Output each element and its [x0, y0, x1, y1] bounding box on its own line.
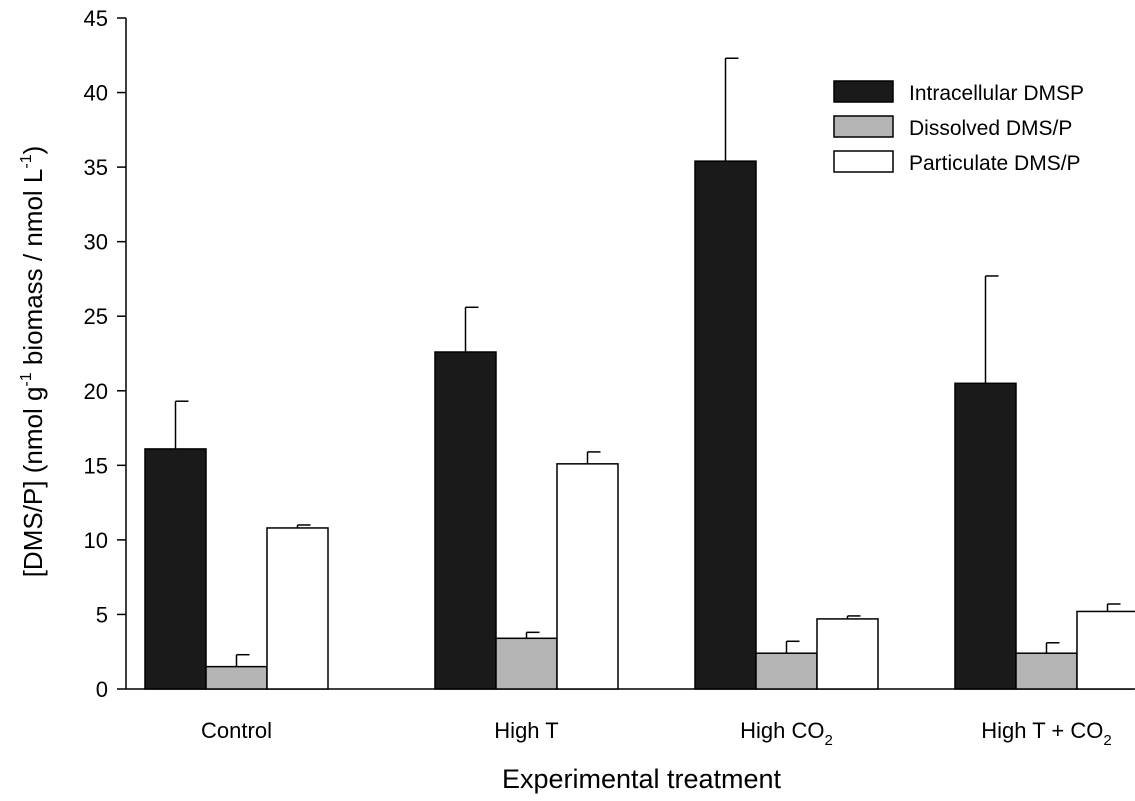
- legend: Intracellular DMSP Dissolved DMS/P Particu…: [833, 80, 1084, 175]
- legend-swatch: [833, 150, 894, 173]
- x-tick-label: Control: [201, 718, 272, 743]
- bar-group: [434, 306, 619, 690]
- y-tick-label: 30: [84, 230, 108, 255]
- bar: [556, 463, 619, 690]
- bars: [144, 57, 1135, 690]
- bar: [816, 618, 879, 690]
- bar-group: [144, 400, 329, 690]
- bar-group: [954, 275, 1135, 690]
- legend-swatch: [833, 80, 894, 103]
- x-axis-label: Experimental treatment: [502, 764, 782, 794]
- legend-label: Dissolved DMS/P: [909, 117, 1072, 140]
- y-tick-label: 40: [84, 81, 108, 106]
- y-axis-label: [DMS/P] (nmol g-1 biomass / nmol L-1): [18, 146, 48, 578]
- bar: [1015, 652, 1078, 690]
- y-tick-label: 5: [96, 602, 108, 627]
- x-tick-label: High CO2: [740, 718, 833, 749]
- bar: [1076, 610, 1135, 690]
- legend-label: Particulate DMS/P: [909, 152, 1081, 175]
- y-tick-label: 45: [84, 6, 108, 31]
- legend-label: Intracellular DMSP: [909, 82, 1084, 105]
- bar: [495, 637, 558, 690]
- y-tick-label: 0: [96, 677, 108, 702]
- legend-swatch: [833, 115, 894, 138]
- x-axis: Control High T High CO2 High T + CO2: [126, 688, 1133, 749]
- y-tick-label: 20: [84, 379, 108, 404]
- y-tick-label: 15: [84, 453, 108, 478]
- bar: [205, 665, 268, 690]
- x-tick-label: High T + CO2: [981, 718, 1111, 749]
- x-tick-label: High T: [494, 718, 558, 743]
- y-tick-label: 25: [84, 304, 108, 329]
- bar: [755, 652, 818, 690]
- y-axis: 0 5 10 15 20 25 30 35 40 45: [84, 6, 127, 702]
- y-tick-label: 35: [84, 155, 108, 180]
- bar-group: [694, 57, 879, 690]
- bar: [144, 448, 207, 690]
- bar: [266, 527, 329, 690]
- bar: [694, 160, 757, 690]
- y-tick-label: 10: [84, 528, 108, 553]
- bar: [954, 382, 1017, 690]
- bar: [434, 351, 497, 690]
